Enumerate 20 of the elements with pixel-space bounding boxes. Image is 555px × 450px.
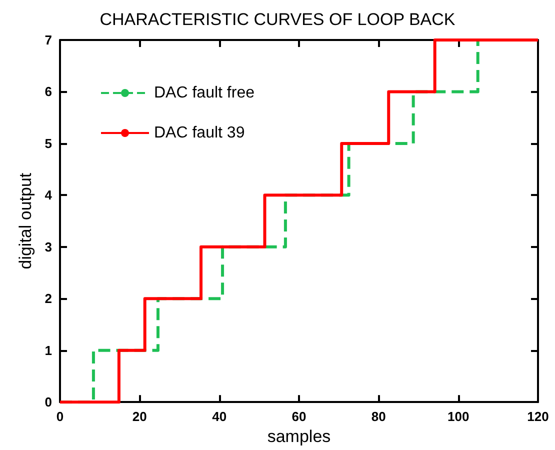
legend-label: DAC fault free xyxy=(154,84,255,102)
y-tick-label: 0 xyxy=(44,394,52,410)
chart-title: CHARACTERISTIC CURVES OF LOOP BACK xyxy=(100,10,456,29)
y-tick-label: 6 xyxy=(44,84,52,100)
x-tick-label: 40 xyxy=(212,409,227,424)
y-axis-title: digital output xyxy=(16,172,35,270)
x-tick-label: 60 xyxy=(292,409,306,424)
x-tick-label: 20 xyxy=(132,409,147,424)
x-tick-label: 120 xyxy=(527,409,549,424)
y-tick-label: 5 xyxy=(44,136,52,151)
x-tick-label: 0 xyxy=(56,409,64,424)
y-tick-label: 2 xyxy=(44,291,52,306)
x-tick-label: 80 xyxy=(371,409,386,424)
y-tick-label: 1 xyxy=(44,342,52,358)
y-tick-label: 7 xyxy=(44,32,52,48)
y-tick-label: 4 xyxy=(44,188,53,203)
legend-label: DAC fault 39 xyxy=(154,124,245,142)
x-axis-title: samples xyxy=(267,427,331,446)
x-tick-label: 100 xyxy=(447,409,470,424)
y-tick-label: 3 xyxy=(44,239,52,254)
